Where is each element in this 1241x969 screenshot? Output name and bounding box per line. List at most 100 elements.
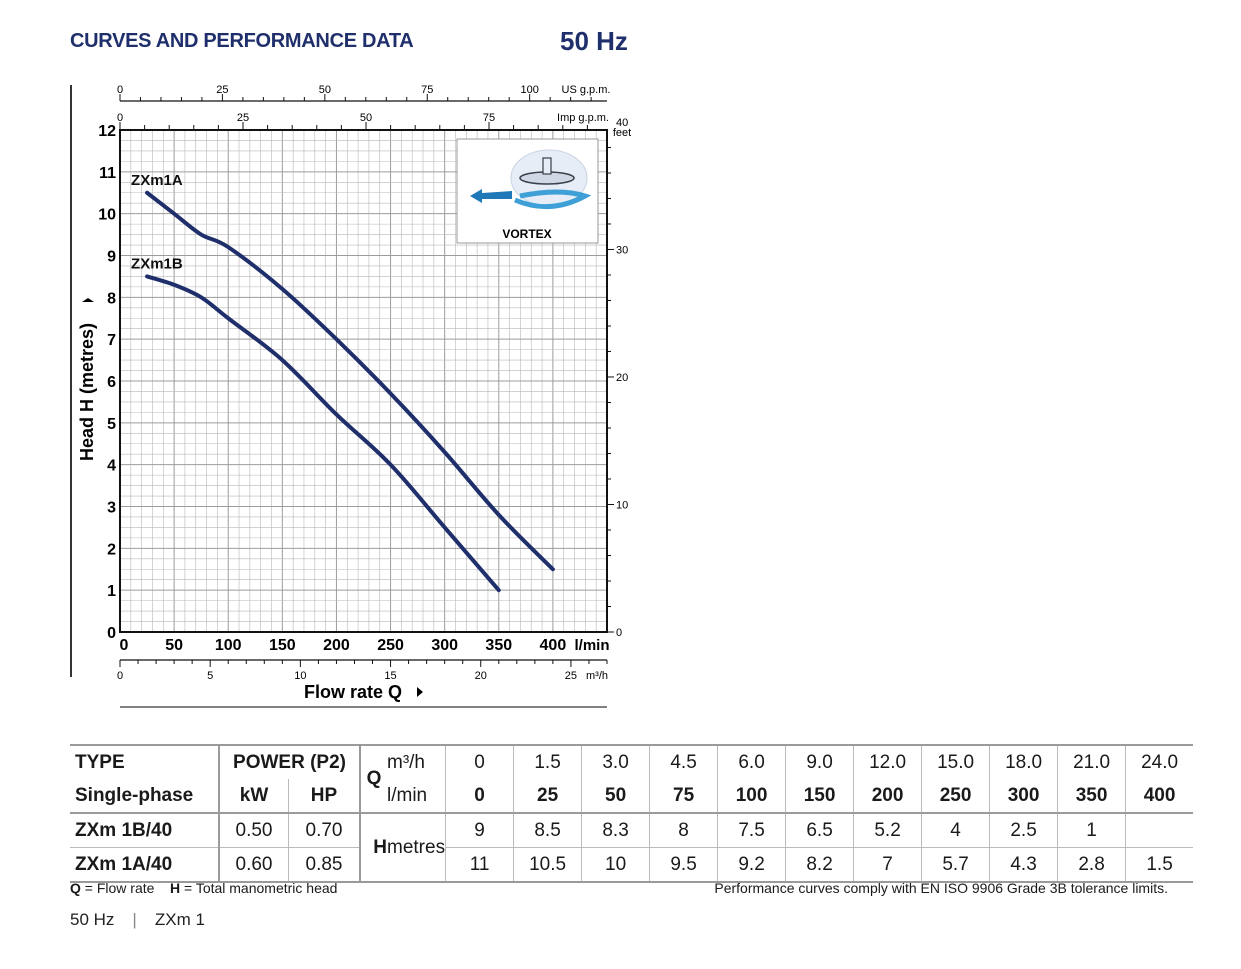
- lmin-cell: 250: [921, 779, 990, 813]
- chart-grid: [119, 129, 608, 633]
- head-value: 9.2: [717, 847, 786, 882]
- head-value: 8: [649, 813, 718, 848]
- series-label: ZXm1A: [131, 172, 183, 189]
- y-tick-label: 9: [107, 249, 116, 266]
- power-header: POWER (P2): [218, 745, 360, 779]
- head-value: 9.5: [649, 847, 718, 882]
- m3h-cell: 24.0: [1125, 745, 1194, 779]
- m3h-tick-label: 5: [207, 670, 213, 682]
- m3h-cell: 18.0: [989, 745, 1058, 779]
- plot-frame: [119, 129, 608, 633]
- vortex-inset: VORTEX: [456, 138, 599, 244]
- gpm-tick-label: 100: [520, 84, 538, 96]
- head-value: 7.5: [717, 813, 786, 848]
- y-tick-label: 12: [98, 123, 116, 140]
- performance-table: TYPE POWER (P2) Q m³/h 0 1.5 3.0 4.5 6.0…: [70, 744, 1194, 883]
- q-definition: = Flow rate: [84, 880, 155, 896]
- lmin-cell: 350: [1057, 779, 1126, 813]
- head-value: 2.5: [989, 813, 1058, 848]
- y-tick-label: 11: [99, 165, 116, 182]
- series-line-ZXm1A: [145, 190, 555, 572]
- head-value: 10: [581, 847, 650, 882]
- h-header: H: [359, 813, 387, 882]
- metres-unit-label: metres: [387, 836, 446, 858]
- feet-tick-label: 0: [616, 627, 622, 639]
- y-tick-label: 3: [107, 500, 116, 517]
- gpm-tick-label: 25: [216, 84, 228, 96]
- x-tick-label: 400: [540, 637, 567, 654]
- y-axis-arrow-icon: [82, 298, 94, 302]
- gpm-tick-label: 0: [117, 112, 123, 124]
- h-definition: = Total manometric head: [184, 880, 338, 896]
- page-model: ZXm 1: [154, 910, 205, 929]
- lmin-cell: 50: [581, 779, 650, 813]
- m3h-cell: 21.0: [1057, 745, 1126, 779]
- lmin-cell: 150: [785, 779, 854, 813]
- lmin-cell: 0: [445, 779, 514, 813]
- head-value: 5.7: [921, 847, 990, 882]
- y-tick-label: 6: [107, 374, 116, 391]
- head-value: 6.5: [785, 813, 854, 848]
- page-reference: 50 Hz | ZXm 1: [70, 910, 205, 929]
- x-unit-m3h: m³/h: [586, 670, 608, 682]
- series-line-ZXm1B: [145, 274, 501, 593]
- lmin-cell: 100: [717, 779, 786, 813]
- head-value: 5.2: [853, 813, 922, 848]
- hp-header: HP: [288, 779, 360, 813]
- head-value: 2.8: [1057, 847, 1126, 882]
- page-freq: 50 Hz: [70, 910, 115, 929]
- legend-note: Q = Flow rate H = Total manometric head: [70, 880, 337, 896]
- hp-value: 0.85: [288, 847, 360, 882]
- head-value: 9: [445, 813, 514, 848]
- lmin-cell: 75: [649, 779, 718, 813]
- bottom-axes: 0 5 10 15 20 25: [117, 659, 608, 682]
- feet-tick-label: 30: [616, 244, 628, 256]
- head-value: 8.2: [785, 847, 854, 882]
- q-header: Q: [359, 745, 387, 813]
- kw-value: 0.50: [218, 813, 289, 848]
- y-tick-label: 2: [107, 541, 116, 558]
- x-tick-label: 200: [323, 637, 350, 654]
- m3h-tick-label: 25: [565, 670, 577, 682]
- phase-header: Single-phase: [75, 784, 194, 806]
- x-tick-label: 0: [120, 637, 129, 654]
- kw-header: kW: [218, 779, 289, 813]
- left-rule: [70, 85, 72, 677]
- gpm-tick-label: 75: [483, 112, 495, 124]
- y-tick-label: 10: [98, 207, 116, 224]
- gpm-tick-label: 25: [237, 112, 249, 124]
- y-tick-label: 7: [107, 332, 116, 349]
- gpm-tick-label: 75: [421, 84, 433, 96]
- compliance-note: Performance curves comply with EN ISO 99…: [714, 880, 1168, 896]
- model-name: ZXm 1B/40: [75, 819, 173, 841]
- m3h-cell: 6.0: [717, 745, 786, 779]
- top-axes: 0 25 50 75 100 0 25 50 75: [117, 84, 607, 129]
- m3h-cell: 12.0: [853, 745, 922, 779]
- x-tick-label: 350: [485, 637, 512, 654]
- feet-tick-label: 40: [616, 117, 628, 129]
- m3h-cell: 15.0: [921, 745, 990, 779]
- feet-tick-label: 20: [616, 372, 628, 384]
- lmin-cell: 25: [513, 779, 582, 813]
- x-tick-labels: 0 50 100 150 200 250 300 350 400: [120, 637, 567, 654]
- y-tick-label: 0: [107, 625, 116, 642]
- head-value: 4.3: [989, 847, 1058, 882]
- q-abbr: Q: [70, 880, 81, 896]
- lmin-cell: 200: [853, 779, 922, 813]
- x-tick-label: 50: [165, 637, 183, 654]
- swirl-icon: [514, 189, 592, 210]
- head-value: 10.5: [513, 847, 582, 882]
- kw-value: 0.60: [218, 847, 289, 882]
- h-abbr: H: [169, 880, 181, 896]
- m3h-unit-label: m³/h: [387, 751, 425, 773]
- page-title: CURVES AND PERFORMANCE DATA: [70, 30, 414, 52]
- y-tick-label: 5: [107, 416, 116, 433]
- head-value: 11: [445, 847, 514, 882]
- m3h-tick-label: 0: [117, 670, 123, 682]
- lmin-cell: 400: [1125, 779, 1194, 813]
- m3h-cell: 9.0: [785, 745, 854, 779]
- lmin-cell: 300: [989, 779, 1058, 813]
- lmin-unit-label: l/min: [387, 784, 428, 806]
- x-axis-arrow-icon: [417, 687, 423, 697]
